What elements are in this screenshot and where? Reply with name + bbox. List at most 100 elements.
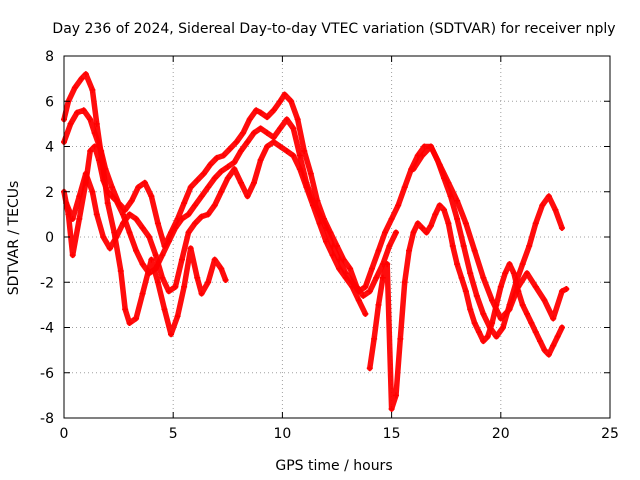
data-point <box>436 161 443 168</box>
series-line <box>410 143 570 322</box>
data-point <box>211 256 218 263</box>
data-point <box>165 238 172 245</box>
data-point <box>281 91 288 98</box>
data-point <box>87 116 94 123</box>
data-point <box>563 286 570 293</box>
data-point <box>401 279 408 286</box>
data-point <box>296 166 303 173</box>
data-point <box>117 267 124 274</box>
data-point <box>198 213 205 220</box>
data-point <box>550 342 557 349</box>
data-point <box>218 188 225 195</box>
data-point <box>467 306 474 313</box>
data-point <box>395 202 402 209</box>
y-tick-label: 2 <box>45 185 54 201</box>
data-point <box>240 129 247 136</box>
data-point <box>323 238 330 245</box>
data-point <box>104 200 111 207</box>
data-point <box>497 283 504 290</box>
data-point <box>375 301 382 308</box>
data-point <box>161 306 168 313</box>
data-point <box>159 252 166 259</box>
data-point <box>419 224 426 231</box>
data-point <box>128 197 135 204</box>
data-point <box>67 120 74 127</box>
data-point <box>126 211 133 218</box>
data-point <box>178 256 185 263</box>
y-tick-label: 8 <box>45 49 54 65</box>
data-point <box>329 252 336 259</box>
data-point <box>480 338 487 345</box>
data-point <box>342 274 349 281</box>
data-point <box>244 138 251 145</box>
data-point <box>224 175 231 182</box>
data-point <box>528 319 535 326</box>
data-point <box>200 170 207 177</box>
data-point <box>277 98 284 105</box>
data-point <box>445 179 452 186</box>
series-track-4 <box>63 138 369 317</box>
data-point <box>401 184 408 191</box>
data-point <box>421 143 428 150</box>
y-tick-label: -2 <box>40 275 54 291</box>
y-tick-label: -8 <box>40 411 54 427</box>
data-point <box>480 310 487 317</box>
data-point <box>168 331 175 338</box>
data-point <box>524 310 531 317</box>
data-point <box>233 138 240 145</box>
data-point <box>139 290 146 297</box>
data-point <box>187 184 194 191</box>
data-point <box>178 215 185 222</box>
data-point <box>246 116 253 123</box>
data-point <box>78 75 85 82</box>
data-point <box>368 265 375 272</box>
data-point <box>192 202 199 209</box>
data-point <box>458 274 465 281</box>
data-point <box>384 261 391 268</box>
data-point <box>510 270 517 277</box>
data-point <box>541 297 548 304</box>
data-point <box>371 335 378 342</box>
x-tick-label: 10 <box>273 426 291 442</box>
tick-layer: 0 5 10 15 20 25 -8 -6 -4 -2 0 2 4 6 8 <box>40 49 619 442</box>
data-point <box>69 252 76 259</box>
data-point <box>91 129 98 136</box>
data-point <box>264 143 271 150</box>
series-line <box>61 116 565 340</box>
data-point <box>231 159 238 166</box>
data-point <box>506 261 513 268</box>
data-point <box>100 234 107 240</box>
data-point <box>135 184 142 191</box>
data-point <box>515 283 522 290</box>
data-point <box>296 152 303 159</box>
y-axis-label: SDTVAR / TECUs <box>6 181 22 296</box>
data-point <box>307 170 314 177</box>
data-point <box>122 306 129 313</box>
data-point <box>288 98 295 105</box>
data-point <box>524 270 531 277</box>
data-point <box>165 288 172 295</box>
data-point <box>532 220 539 227</box>
data-point <box>316 220 323 227</box>
data-point <box>194 177 201 184</box>
data-point <box>545 351 552 358</box>
data-point <box>251 129 258 136</box>
series-track-6 <box>410 143 570 322</box>
data-point <box>539 202 546 209</box>
data-point <box>392 392 399 399</box>
data-point <box>148 193 155 200</box>
data-point <box>441 206 448 213</box>
data-point <box>224 163 231 170</box>
data-point <box>558 288 565 295</box>
data-point <box>139 261 146 268</box>
data-point <box>211 202 218 209</box>
data-point <box>550 315 557 322</box>
data-point <box>71 84 78 91</box>
data-point <box>133 215 140 222</box>
data-point <box>290 152 297 159</box>
data-point <box>355 297 362 304</box>
x-tick-label: 20 <box>492 426 510 442</box>
data-point <box>181 283 188 290</box>
data-point <box>375 247 382 254</box>
data-point <box>152 252 159 259</box>
